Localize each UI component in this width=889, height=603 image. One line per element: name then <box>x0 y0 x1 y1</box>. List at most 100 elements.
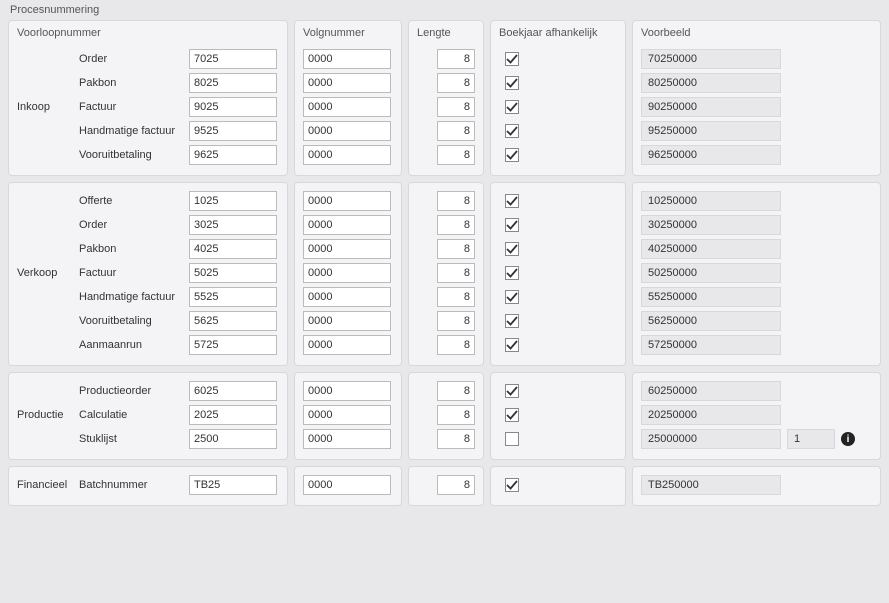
voorloop-panel: ProductieorderProductieCalculatieStuklij… <box>8 372 288 460</box>
voorbeeld-value: 40250000 <box>641 239 781 259</box>
field-label: Vooruitbetaling <box>79 149 189 161</box>
lengte-input[interactable] <box>437 97 475 117</box>
lengte-input[interactable] <box>437 475 475 495</box>
lengte-panel <box>408 466 484 506</box>
boekjaar-panel: Boekjaar afhankelijk <box>490 20 626 176</box>
volgnummer-input[interactable] <box>303 215 391 235</box>
voorbeeld-value: 10250000 <box>641 191 781 211</box>
voorloop-input[interactable] <box>189 121 277 141</box>
voorbeeld-value: 50250000 <box>641 263 781 283</box>
field-label: Factuur <box>79 267 189 279</box>
volgnummer-input[interactable] <box>303 287 391 307</box>
voorloop-input[interactable] <box>189 405 277 425</box>
voorloop-input[interactable] <box>189 215 277 235</box>
field-label: Factuur <box>79 101 189 113</box>
voorloop-input[interactable] <box>189 263 277 283</box>
voorloop-input[interactable] <box>189 381 277 401</box>
voorbeeld-value: 56250000 <box>641 311 781 331</box>
lengte-panel <box>408 372 484 460</box>
boekjaar-checkbox[interactable] <box>505 76 519 90</box>
volgnummer-input[interactable] <box>303 49 391 69</box>
field-label: Pakbon <box>79 243 189 255</box>
lengte-panel: Lengte <box>408 20 484 176</box>
boekjaar-checkbox[interactable] <box>505 432 519 446</box>
volgnummer-input[interactable] <box>303 381 391 401</box>
voorloop-input[interactable] <box>189 311 277 331</box>
boekjaar-checkbox[interactable] <box>505 290 519 304</box>
voorloop-header: Voorloopnummer <box>17 27 279 41</box>
lengte-input[interactable] <box>437 429 475 449</box>
boekjaar-checkbox[interactable] <box>505 242 519 256</box>
voorloop-input[interactable] <box>189 475 277 495</box>
boekjaar-checkbox[interactable] <box>505 218 519 232</box>
lengte-input[interactable] <box>437 49 475 69</box>
lengte-header: Lengte <box>417 27 475 41</box>
voorloop-input[interactable] <box>189 239 277 259</box>
voorloop-input[interactable] <box>189 145 277 165</box>
info-icon[interactable]: i <box>841 432 855 446</box>
voorloop-input[interactable] <box>189 73 277 93</box>
voorbeeld-value: 20250000 <box>641 405 781 425</box>
lengte-input[interactable] <box>437 121 475 141</box>
volgnummer-input[interactable] <box>303 97 391 117</box>
voorbeeld-value: 55250000 <box>641 287 781 307</box>
boekjaar-checkbox[interactable] <box>505 408 519 422</box>
voorbeeld-value: TB250000 <box>641 475 781 495</box>
boekjaar-checkbox[interactable] <box>505 194 519 208</box>
volgnummer-input[interactable] <box>303 121 391 141</box>
category-label: Inkoop <box>17 101 50 113</box>
boekjaar-checkbox[interactable] <box>505 384 519 398</box>
lengte-input[interactable] <box>437 215 475 235</box>
voorloop-input[interactable] <box>189 49 277 69</box>
voorbeeld-secondary: 1 <box>787 429 835 449</box>
voorbeeld-value: 57250000 <box>641 335 781 355</box>
voorbeeld-header: Voorbeeld <box>641 27 872 41</box>
volgnummer-input[interactable] <box>303 239 391 259</box>
volgnummer-input[interactable] <box>303 191 391 211</box>
lengte-input[interactable] <box>437 335 475 355</box>
volgnummer-input[interactable] <box>303 405 391 425</box>
lengte-input[interactable] <box>437 405 475 425</box>
volgnummer-input[interactable] <box>303 335 391 355</box>
volgnummer-input[interactable] <box>303 263 391 283</box>
boekjaar-checkbox[interactable] <box>505 266 519 280</box>
lengte-input[interactable] <box>437 311 475 331</box>
field-label: Handmatige factuur <box>79 291 189 303</box>
boekjaar-checkbox[interactable] <box>505 148 519 162</box>
boekjaar-checkbox[interactable] <box>505 314 519 328</box>
voorloop-input[interactable] <box>189 429 277 449</box>
boekjaar-checkbox[interactable] <box>505 338 519 352</box>
lengte-input[interactable] <box>437 145 475 165</box>
boekjaar-checkbox[interactable] <box>505 100 519 114</box>
boekjaar-checkbox[interactable] <box>505 52 519 66</box>
voorloop-input[interactable] <box>189 191 277 211</box>
page-title: Procesnummering <box>0 0 889 20</box>
boekjaar-panel <box>490 466 626 506</box>
voorloop-input[interactable] <box>189 335 277 355</box>
volgnummer-panel <box>294 182 402 366</box>
voorloop-input[interactable] <box>189 287 277 307</box>
boekjaar-checkbox[interactable] <box>505 478 519 492</box>
category-label: Financieel <box>17 479 67 491</box>
lengte-input[interactable] <box>437 191 475 211</box>
lengte-input[interactable] <box>437 239 475 259</box>
volgnummer-input[interactable] <box>303 145 391 165</box>
voorloop-input[interactable] <box>189 97 277 117</box>
boekjaar-panel <box>490 182 626 366</box>
voorbeeld-value: 95250000 <box>641 121 781 141</box>
lengte-input[interactable] <box>437 73 475 93</box>
lengte-input[interactable] <box>437 263 475 283</box>
field-label: Productieorder <box>79 385 189 397</box>
volgnummer-input[interactable] <box>303 475 391 495</box>
field-label: Batchnummer <box>79 479 189 491</box>
lengte-input[interactable] <box>437 381 475 401</box>
volgnummer-input[interactable] <box>303 73 391 93</box>
volgnummer-panel: Volgnummer <box>294 20 402 176</box>
volgnummer-input[interactable] <box>303 311 391 331</box>
voorbeeld-panel: 6025000020250000250000001i <box>632 372 881 460</box>
boekjaar-checkbox[interactable] <box>505 124 519 138</box>
field-label: Offerte <box>79 195 189 207</box>
field-label: Handmatige factuur <box>79 125 189 137</box>
volgnummer-input[interactable] <box>303 429 391 449</box>
lengte-input[interactable] <box>437 287 475 307</box>
